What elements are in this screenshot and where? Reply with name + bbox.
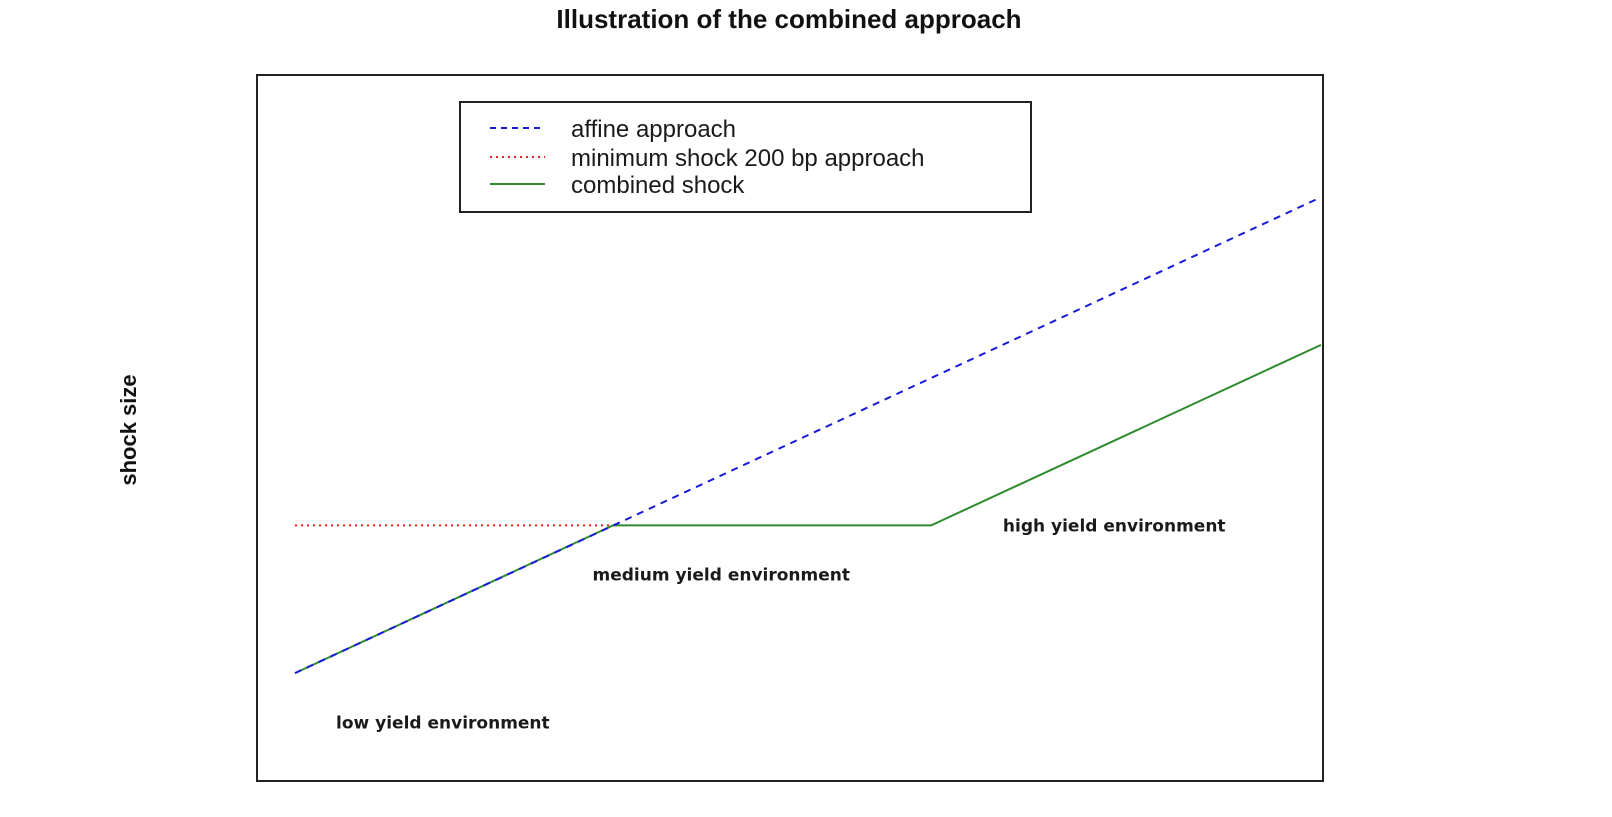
annotation-layer: low yield environment medium yield envir… <box>336 516 1226 733</box>
y-axis-label: shock size <box>116 374 141 485</box>
series-line-combined-shock <box>294 343 1322 675</box>
legend-box <box>459 101 1032 213</box>
legend-item-combined: combined shock <box>490 172 745 199</box>
plot-frame <box>256 74 1324 782</box>
legend-label-affine: affine approach <box>571 116 736 143</box>
legend: affine approach minimum shock 200 bp app… <box>459 101 1032 213</box>
legend-item-affine: affine approach <box>490 116 736 143</box>
chart-title: Illustration of the combined approach <box>556 4 1021 34</box>
annotation-medium-yield: medium yield environment <box>593 566 851 586</box>
series-line-affine-approach <box>294 196 1322 675</box>
series-layer <box>294 196 1322 675</box>
legend-label-combined: combined shock <box>571 172 745 199</box>
annotation-low-yield: low yield environment <box>336 713 550 733</box>
annotation-high-yield: high yield environment <box>1003 516 1226 536</box>
legend-label-minimum-shock: minimum shock 200 bp approach <box>571 145 925 172</box>
legend-item-minimum-shock: minimum shock 200 bp approach <box>490 145 925 172</box>
